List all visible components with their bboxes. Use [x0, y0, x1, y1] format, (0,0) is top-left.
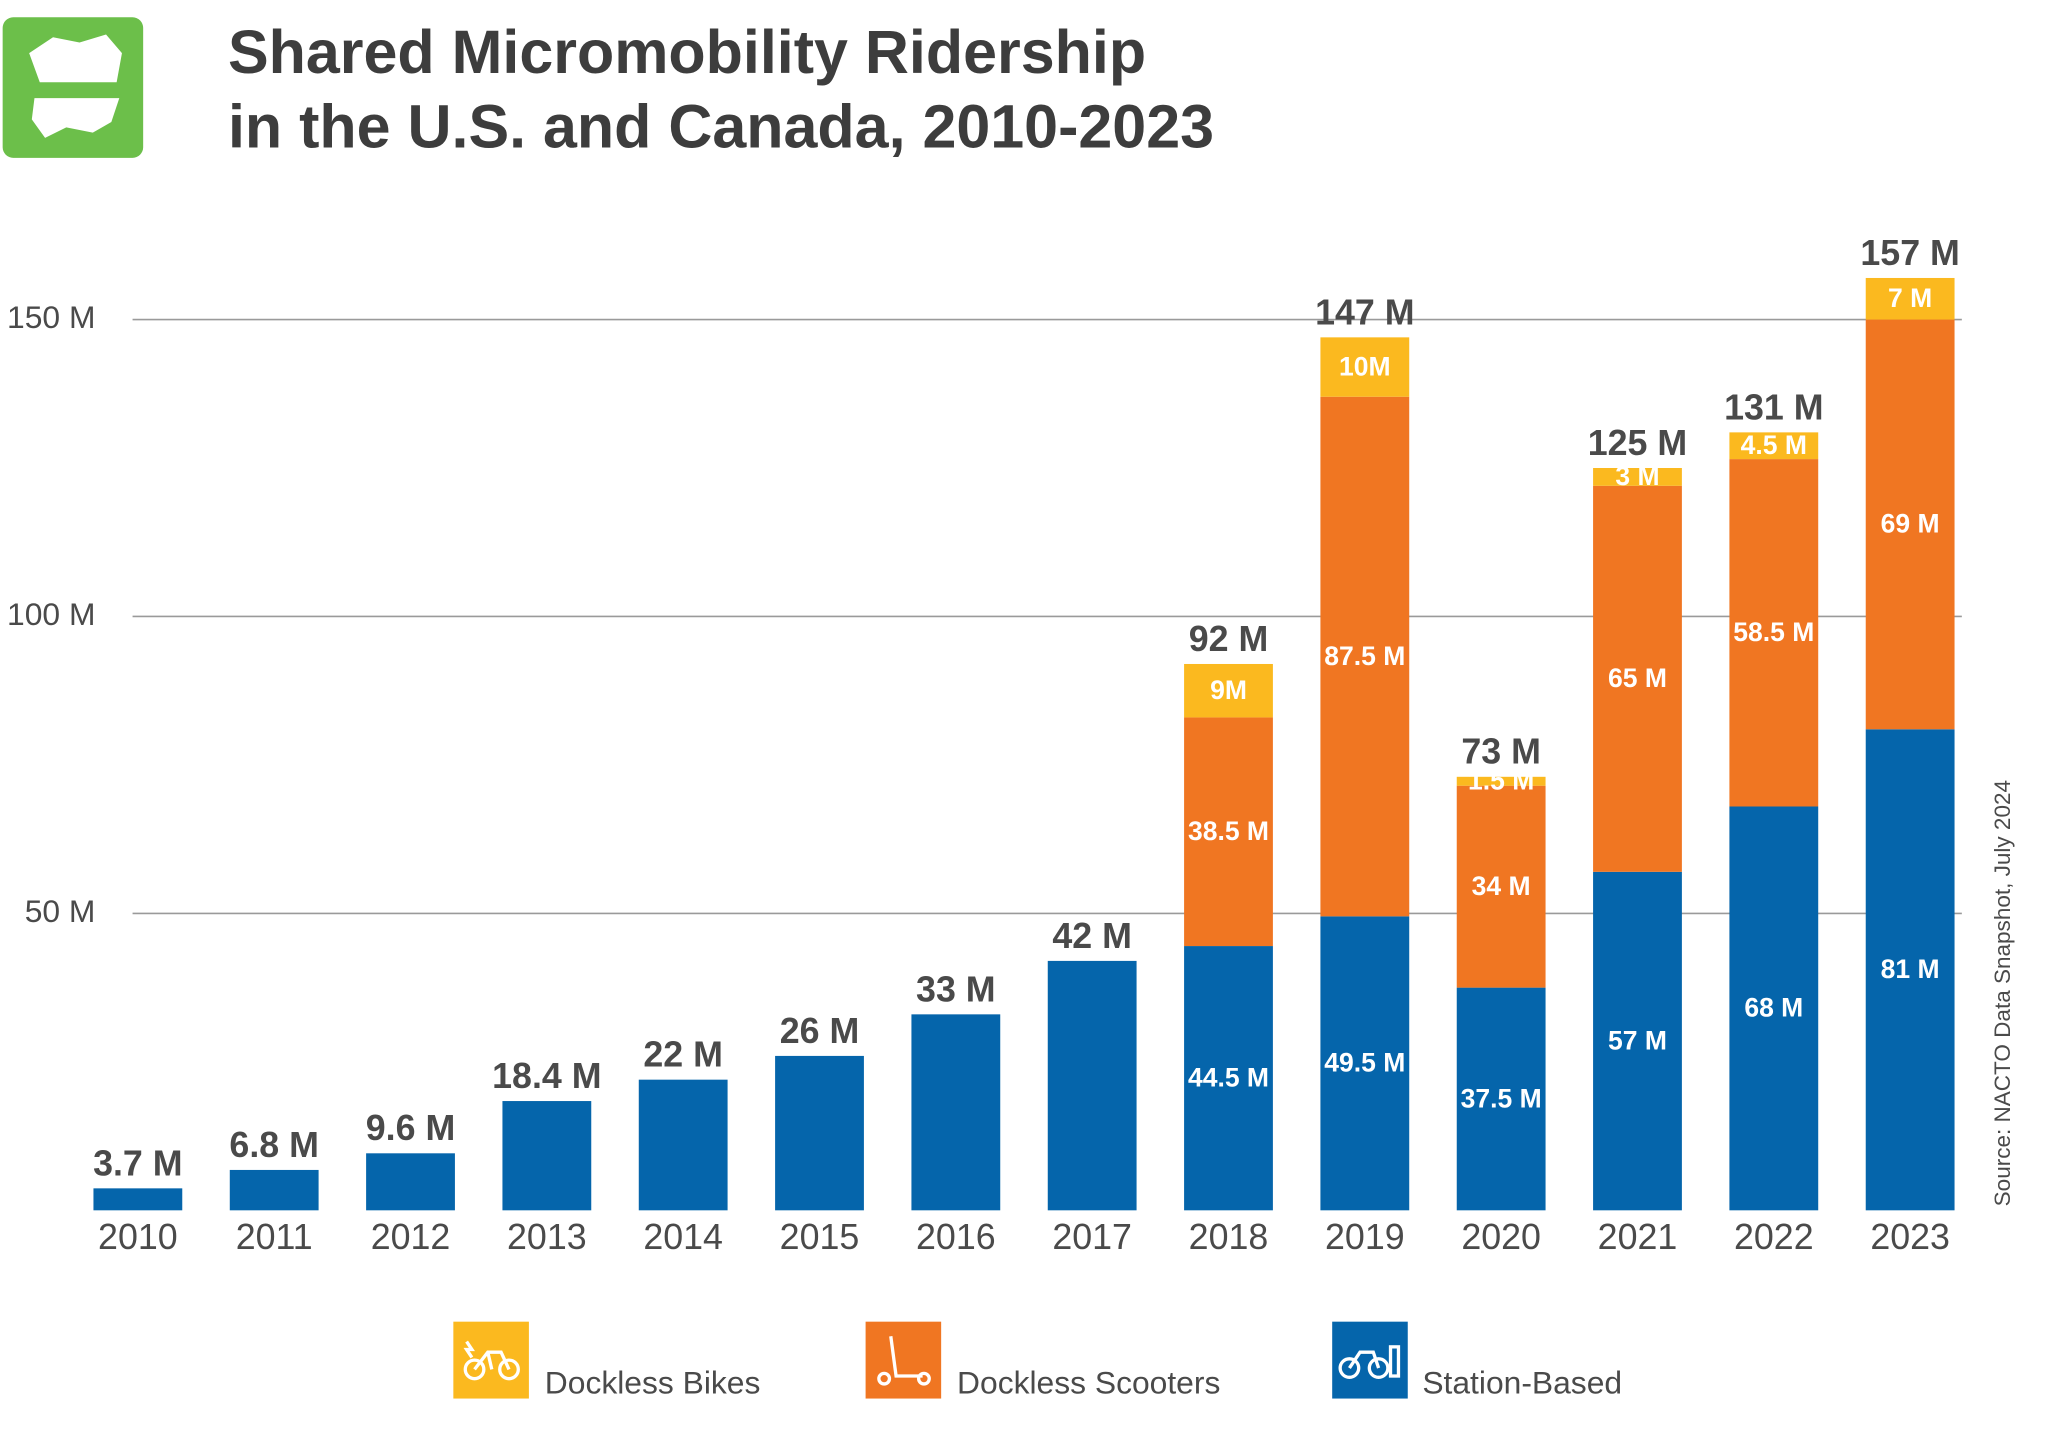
legend: Dockless Bikes Dockless Scooters Station… — [453, 1321, 1622, 1401]
x-tick-label: 2016 — [916, 1217, 996, 1257]
bar-segment — [502, 1101, 592, 1211]
x-tick-label: 2018 — [1189, 1217, 1269, 1257]
chart-title: Shared Micromobility Ridership — [228, 18, 1146, 86]
segment-label: 4.5 M — [1741, 430, 1807, 460]
total-label: 22 M — [643, 1035, 723, 1075]
bar-segment — [366, 1153, 455, 1211]
total-label: 3.7 M — [93, 1143, 183, 1183]
segment-label: 81 M — [1881, 954, 1940, 984]
x-tick-label: 2022 — [1734, 1217, 1814, 1257]
bar-segment — [1593, 485, 1682, 872]
y-tick-label: 100 M — [7, 596, 95, 632]
total-label: 92 M — [1189, 619, 1269, 659]
bar-segment — [229, 1169, 319, 1211]
bar-segment — [1047, 960, 1137, 1211]
bar-segment — [1593, 871, 1682, 1211]
bar-segment — [1456, 987, 1546, 1211]
bar-segment — [1729, 459, 1819, 807]
bar-segment — [911, 1014, 1001, 1211]
total-label: 131 M — [1724, 387, 1823, 427]
x-tick-label: 2021 — [1598, 1217, 1678, 1257]
bar-segment — [1593, 468, 1682, 486]
total-label: 26 M — [780, 1011, 860, 1051]
segment-label: 3 M — [1615, 461, 1659, 491]
bar-segment — [1456, 785, 1546, 988]
segment-label: 44.5 M — [1188, 1063, 1269, 1093]
segment-label: 69 M — [1881, 509, 1940, 539]
bar-segment — [1729, 432, 1819, 460]
source-note: Source: NACTO Data Snapshot, July 2024 — [1990, 780, 2015, 1206]
bar-segment — [1184, 663, 1273, 718]
x-tick-label: 2015 — [780, 1217, 860, 1257]
bar-segment — [1865, 277, 1955, 320]
segment-label: 1.5 M — [1468, 766, 1534, 796]
logo — [2, 17, 144, 158]
x-tick-label: 2017 — [1052, 1217, 1132, 1257]
segment-label: 37.5 M — [1461, 1083, 1542, 1113]
bar-segment — [1184, 946, 1273, 1211]
bar-segment — [638, 1079, 728, 1211]
legend-label: Dockless Bikes — [545, 1365, 761, 1401]
segment-label: 58.5 M — [1733, 617, 1814, 647]
y-tick-label: 50 M — [25, 893, 96, 929]
bar-segment — [1320, 337, 1410, 397]
segment-label: 65 M — [1608, 663, 1667, 693]
segment-label: 9M — [1210, 675, 1247, 705]
x-tick-label: 2010 — [98, 1217, 178, 1257]
bar-segment — [93, 1188, 183, 1211]
x-tick-label: 2011 — [236, 1217, 313, 1257]
segment-label: 38.5 M — [1188, 816, 1269, 846]
segment-label: 34 M — [1472, 871, 1531, 901]
bar-segment — [1184, 717, 1273, 947]
segment-label: 68 M — [1744, 993, 1803, 1023]
legend-swatch — [865, 1321, 942, 1399]
segment-label: 57 M — [1608, 1025, 1667, 1055]
segment-label: 87.5 M — [1324, 641, 1405, 671]
legend-label: Station-Based — [1422, 1365, 1622, 1401]
total-label: 9.6 M — [366, 1108, 456, 1148]
bar-segment — [1729, 806, 1819, 1211]
chart-title: in the U.S. and Canada, 2010-2023 — [228, 92, 1214, 160]
bar-segment — [775, 1055, 864, 1211]
x-tick-label: 2023 — [1870, 1217, 1950, 1257]
total-label: 6.8 M — [229, 1125, 319, 1165]
total-label: 73 M — [1461, 732, 1541, 772]
legend-label: Dockless Scooters — [957, 1365, 1220, 1401]
total-label: 42 M — [1052, 916, 1132, 956]
y-tick-label: 150 M — [7, 299, 95, 335]
total-label: 147 M — [1315, 292, 1414, 332]
segment-label: 10M — [1339, 351, 1391, 381]
x-tick-label: 2014 — [643, 1217, 723, 1257]
bar-segment — [1320, 396, 1410, 917]
total-label: 125 M — [1588, 423, 1687, 463]
segment-label: 49.5 M — [1324, 1048, 1405, 1078]
total-label: 33 M — [916, 969, 996, 1009]
total-label: 18.4 M — [492, 1056, 601, 1096]
x-tick-label: 2020 — [1461, 1217, 1541, 1257]
x-tick-label: 2013 — [507, 1217, 587, 1257]
bar-segment — [1865, 319, 1955, 730]
x-tick-label: 2012 — [371, 1217, 451, 1257]
bar-segment — [1865, 729, 1955, 1211]
total-label: 157 M — [1860, 233, 1959, 273]
bar-segment — [1456, 776, 1546, 786]
segment-label: 7 M — [1888, 283, 1932, 313]
bar-segment — [1320, 916, 1410, 1211]
x-tick-label: 2019 — [1325, 1217, 1405, 1257]
